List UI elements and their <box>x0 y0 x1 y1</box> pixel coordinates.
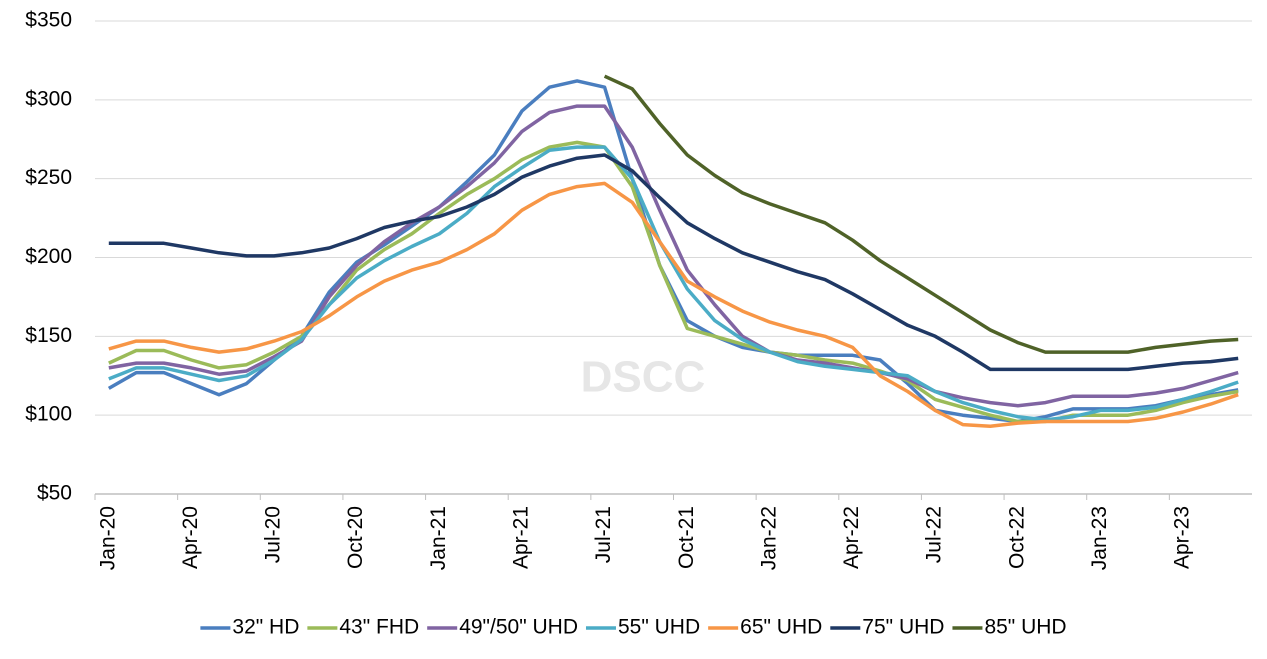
x-tick-label: Jul-21 <box>592 506 615 563</box>
x-tick-label: Oct-21 <box>675 506 698 569</box>
line-series <box>603 74 1239 354</box>
y-tick-label: $100 <box>25 403 72 426</box>
x-tick-label: Jul-20 <box>262 506 285 563</box>
x-tick-label: Apr-23 <box>1171 506 1194 569</box>
legend-label: 32" HD <box>232 616 299 639</box>
x-tick-label: Oct-20 <box>344 506 367 569</box>
y-tick-label: $350 <box>25 9 72 32</box>
line-series <box>108 153 1239 372</box>
legend: 32" HD 43" FHD 49"/50" UHD 55" UHD 65" UHD 75… <box>200 616 1067 639</box>
x-tick-label: Jan-22 <box>757 506 780 570</box>
legend-label: 55" UHD <box>618 616 700 639</box>
legend-label: 75" UHD <box>862 616 944 639</box>
x-tick-label: Jan-21 <box>427 506 450 570</box>
x-tick-label: Oct-22 <box>1005 506 1028 569</box>
y-tick-label: $250 <box>25 166 72 189</box>
legend-label: 49"/50" UHD <box>459 616 578 639</box>
y-tick-label: $300 <box>25 87 72 110</box>
watermark: DSCC <box>581 353 706 402</box>
x-tick-label: Jan-20 <box>96 506 119 570</box>
legend-label: 43" FHD <box>339 616 419 639</box>
x-tick-label: Jan-23 <box>1088 506 1111 570</box>
legend-label: 65" UHD <box>740 616 822 639</box>
x-tick-label: Apr-22 <box>840 506 863 569</box>
line-series <box>108 181 1239 428</box>
x-tick-label: Apr-20 <box>179 506 202 569</box>
y-tick-label: $200 <box>25 245 72 268</box>
legend-label: 85" UHD <box>984 616 1066 639</box>
x-tick-label: Jul-22 <box>923 506 946 563</box>
y-tick-label: $50 <box>37 482 72 505</box>
x-tick-label: Apr-21 <box>510 506 533 569</box>
y-tick-label: $150 <box>25 324 72 347</box>
line-series <box>108 145 1239 422</box>
